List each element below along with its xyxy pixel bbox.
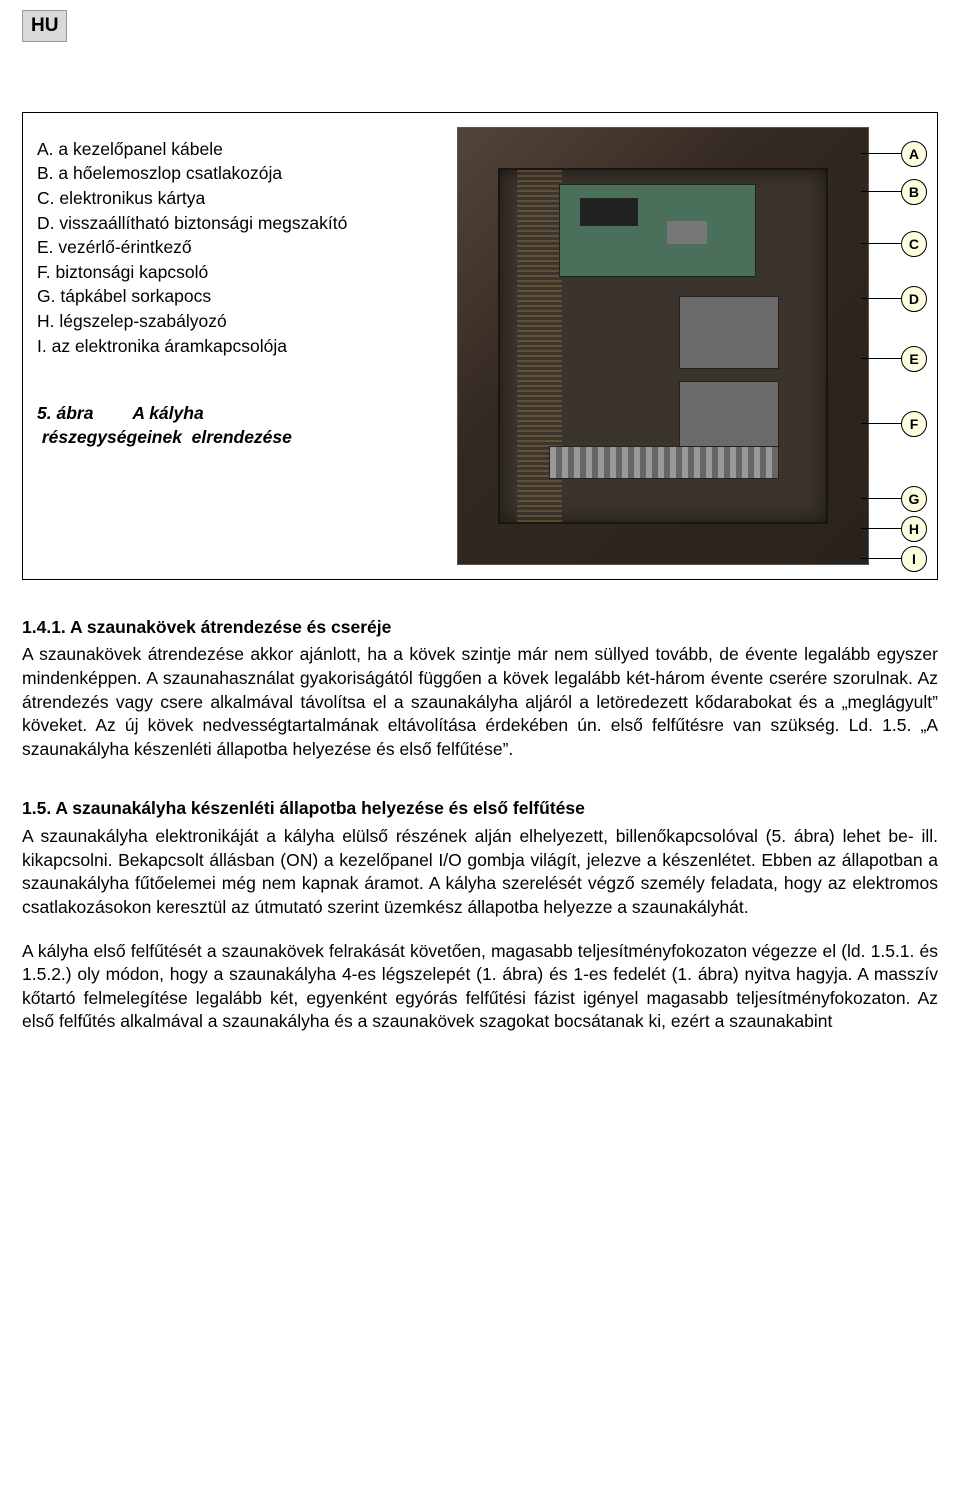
legend-text: a kezelőpanel kábele bbox=[58, 139, 222, 159]
legend-text: az elektronika áramkapcsolója bbox=[52, 336, 287, 356]
figure-image-column: ABC D E F GHI bbox=[443, 113, 937, 579]
pcb-board bbox=[559, 184, 756, 278]
legend-text: vezérlő-érintkező bbox=[58, 237, 191, 257]
section-15: 1.5. A szaunakályha készenléti állapotba… bbox=[22, 797, 938, 1034]
callout-bubble: B bbox=[901, 179, 927, 205]
legend-text: biztonsági kapcsoló bbox=[55, 262, 208, 282]
section-heading: 1.4.1. A szaunakövek átrendezése és cser… bbox=[22, 616, 938, 640]
figure-legend-column: A. a kezelőpanel kábele B. a hőelemoszlo… bbox=[23, 113, 443, 579]
legend-text: elektronikus kártya bbox=[59, 188, 205, 208]
legend-list: A. a kezelőpanel kábele B. a hőelemoszlo… bbox=[37, 138, 433, 359]
figure-caption: 5. ábra A kályha részegységeinek elrende… bbox=[37, 402, 433, 449]
callout-bubble: A bbox=[901, 141, 927, 167]
legend-text: a hőelemoszlop csatlakozója bbox=[58, 163, 282, 183]
language-badge: HU bbox=[22, 10, 67, 42]
legend-item: B. a hőelemoszlop csatlakozója bbox=[37, 162, 433, 186]
callout-bubble: D bbox=[901, 286, 927, 312]
section-141: 1.4.1. A szaunakövek átrendezése és cser… bbox=[22, 616, 938, 762]
legend-text: visszaállítható biztonsági megszakító bbox=[59, 213, 347, 233]
callout-bubble: C bbox=[901, 231, 927, 257]
legend-item: C. elektronikus kártya bbox=[37, 187, 433, 211]
section-paragraph: A kályha első felfűtését a szaunakövek f… bbox=[22, 940, 938, 1035]
callout-bubble: G bbox=[901, 486, 927, 512]
section-body: A szaunakövek átrendezése akkor ajánlott… bbox=[22, 643, 938, 761]
figure-caption-lead: 5. ábra bbox=[37, 403, 93, 423]
callout-bubble: I bbox=[901, 546, 927, 572]
legend-item: F. biztonsági kapcsoló bbox=[37, 261, 433, 285]
legend-item: E. vezérlő-érintkező bbox=[37, 236, 433, 260]
figure-box: A. a kezelőpanel kábele B. a hőelemoszlo… bbox=[22, 112, 938, 580]
relay-block bbox=[679, 381, 779, 453]
legend-item: A. a kezelőpanel kábele bbox=[37, 138, 433, 162]
legend-item: D. visszaállítható biztonsági megszakító bbox=[37, 212, 433, 236]
legend-text: tápkábel sorkapocs bbox=[60, 286, 211, 306]
relay-block bbox=[679, 296, 779, 368]
callout-bubble: E bbox=[901, 346, 927, 372]
section-heading: 1.5. A szaunakályha készenléti állapotba… bbox=[22, 797, 938, 821]
device-photo bbox=[457, 127, 869, 565]
callout-bubble: F bbox=[901, 411, 927, 437]
annotated-photo: ABC D E F GHI bbox=[451, 121, 929, 571]
inner-panel bbox=[498, 168, 828, 524]
document-page: HU A. a kezelőpanel kábele B. a hőelemos… bbox=[0, 0, 960, 1034]
legend-item: G. tápkábel sorkapocs bbox=[37, 285, 433, 309]
legend-text: légszelep-szabályozó bbox=[59, 311, 226, 331]
legend-item: H. légszelep-szabályozó bbox=[37, 310, 433, 334]
terminal-strip bbox=[549, 446, 779, 480]
section-paragraph: A szaunakályha elektronikáját a kályha e… bbox=[22, 825, 938, 920]
legend-item: I. az elektronika áramkapcsolója bbox=[37, 335, 433, 359]
callout-bubble: H bbox=[901, 516, 927, 542]
